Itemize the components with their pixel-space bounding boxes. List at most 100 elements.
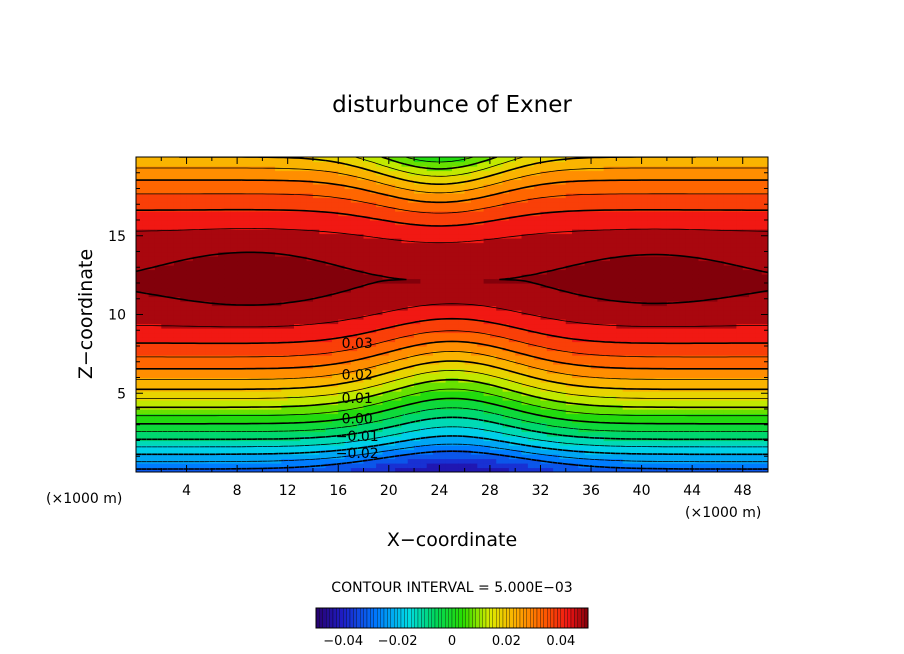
field-cell <box>363 436 371 442</box>
field-cell <box>294 449 301 455</box>
field-cell <box>287 296 295 302</box>
field-cell <box>148 373 156 379</box>
field-cell <box>205 166 213 172</box>
field-cell <box>180 368 188 374</box>
field-cell <box>300 391 308 397</box>
field-cell <box>218 346 226 352</box>
field-cell <box>458 211 466 217</box>
field-cell <box>407 413 415 419</box>
field-cell <box>350 175 358 181</box>
field-cell <box>173 341 181 347</box>
field-cell <box>534 301 542 307</box>
field-cell <box>584 373 592 379</box>
field-cell <box>199 170 207 176</box>
field-cell <box>483 301 491 307</box>
field-cell <box>300 445 308 451</box>
field-cell <box>388 436 396 442</box>
field-cell <box>553 418 561 424</box>
field-cell <box>306 211 314 217</box>
field-cell <box>344 319 352 325</box>
field-cell <box>433 278 440 284</box>
field-cell <box>249 305 257 311</box>
field-cell <box>572 274 579 280</box>
field-cell <box>275 346 282 352</box>
field-cell <box>237 265 245 271</box>
field-cell <box>300 229 308 235</box>
field-cell <box>167 287 175 293</box>
field-cell <box>527 422 535 428</box>
field-cell <box>192 377 200 383</box>
field-cell <box>338 328 346 334</box>
field-cell <box>338 377 346 383</box>
field-cell <box>445 373 453 379</box>
field-cell <box>331 229 339 235</box>
field-cell <box>426 269 434 275</box>
field-cell <box>237 274 245 280</box>
field-cell <box>186 449 194 455</box>
field-cell <box>211 355 219 361</box>
field-cell <box>395 341 403 347</box>
field-cell <box>559 346 567 352</box>
field-cell <box>211 418 219 424</box>
field-cell <box>445 391 453 397</box>
field-cell <box>161 265 169 271</box>
field-cell <box>382 224 390 230</box>
field-cell <box>331 350 339 356</box>
field-cell <box>180 206 188 212</box>
field-cell <box>546 184 554 190</box>
field-cell <box>192 458 200 464</box>
field-cell <box>426 184 434 190</box>
field-cell <box>173 238 181 244</box>
field-cell <box>319 206 327 212</box>
field-cell <box>496 431 504 437</box>
field-cell <box>477 197 485 203</box>
field-cell <box>540 188 548 194</box>
field-cell <box>300 346 308 352</box>
field-cell <box>161 242 169 248</box>
field-cell <box>414 431 421 437</box>
field-cell <box>167 238 175 244</box>
field-cell <box>136 337 143 343</box>
field-cell <box>452 184 459 190</box>
field-cell <box>376 467 384 472</box>
field-cell <box>464 373 472 379</box>
field-cell <box>483 373 491 379</box>
field-cell <box>199 251 207 257</box>
field-cell <box>395 382 403 388</box>
field-cell <box>148 211 156 217</box>
field-cell <box>180 427 188 433</box>
field-cell <box>211 220 219 226</box>
field-cell <box>256 184 263 190</box>
field-cell <box>300 247 308 253</box>
field-cell <box>458 274 466 280</box>
field-cell <box>186 301 194 307</box>
field-cell <box>376 319 384 325</box>
field-cell <box>199 323 207 329</box>
field-cell <box>192 175 200 181</box>
field-cell <box>401 368 409 374</box>
field-cell <box>237 215 245 221</box>
field-cell <box>388 269 396 275</box>
field-cell <box>344 449 352 455</box>
field-cell <box>142 269 150 275</box>
field-cell <box>294 229 301 235</box>
field-cell <box>173 197 181 203</box>
field-cell <box>281 175 289 181</box>
field-cell <box>173 310 181 316</box>
field-cell <box>458 251 466 257</box>
field-cell <box>249 256 257 262</box>
field-cell <box>319 368 327 374</box>
field-cell <box>477 355 485 361</box>
field-cell <box>287 413 295 419</box>
field-cell <box>331 292 339 298</box>
field-cell <box>414 170 421 176</box>
field-cell <box>211 409 219 415</box>
field-cell <box>464 395 472 401</box>
field-cell <box>325 400 333 406</box>
field-cell <box>489 184 497 190</box>
field-cell <box>136 247 143 253</box>
field-cell <box>369 220 377 226</box>
field-cell <box>357 359 365 365</box>
field-cell <box>534 418 542 424</box>
field-cell <box>401 242 409 248</box>
